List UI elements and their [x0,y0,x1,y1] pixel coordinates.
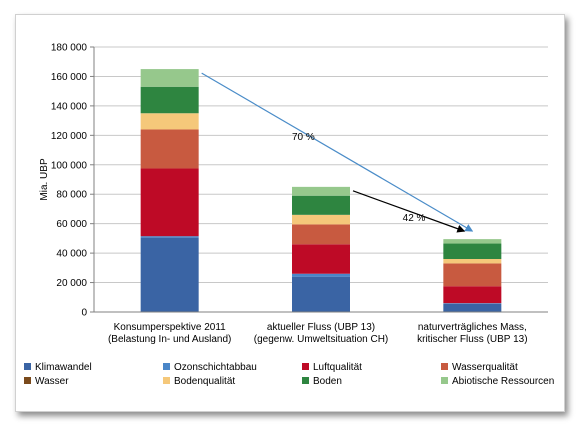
stacked-bar-chart: 0 20 000 40 000 60 000 80 000 100 000 120 000 1… [24,43,554,387]
legend-label: Wasserqualität [452,362,518,373]
bar-segment [443,303,502,312]
bar-segment [292,186,350,196]
bar-segment [292,224,350,245]
bar-segment [292,244,350,274]
bar-segment [140,168,199,237]
chart-frame: 0 20 000 40 000 60 000 80 000 100 000 120 000 1… [15,14,565,412]
annotations: 70 % 42 % [201,72,474,233]
legend-label: Klimawandel [35,362,92,373]
legend-label: Abiotische Ressourcen [452,376,554,387]
legend-swatch [441,377,448,384]
legend-swatch [302,377,309,384]
bar-segment [292,276,350,312]
y-tick-label: 100 000 [51,160,88,171]
legend-label: Boden [313,376,342,387]
bar-segment [292,214,350,225]
y-tick-label: 0 [81,308,87,319]
bar-segment [140,113,199,130]
bar-segment [292,195,350,215]
legend-swatch [441,363,448,370]
legend-label: Luftqualität [313,362,362,373]
legend-swatch [163,377,170,384]
bar-segment [140,237,199,312]
legend-label: Bodenqualität [174,376,235,387]
bar-segment [140,236,199,238]
legend-swatch [24,363,31,370]
legend: Klimawandel Ozonschichtabbau Luftqualität W… [24,362,554,387]
x-category-label: aktueller Fluss (UBP 13) (gegenw. Umwelts… [254,322,389,345]
bar-segment [443,286,502,304]
bar-segment [140,129,199,169]
annotation-arrow [201,72,474,232]
bar-segment [443,303,502,304]
bar-segment [443,259,502,264]
annotation-label: 70 % [292,132,315,143]
y-tick-label: 180 000 [51,43,88,54]
y-tick-label: 20 000 [56,278,87,289]
axes: 0 20 000 40 000 60 000 80 000 100 000 120 000 1… [39,43,548,345]
legend-swatch [163,363,170,370]
bar-segment [140,69,199,87]
x-category-label: naturverträgliches Mass, kritischer Fluss… [417,322,527,345]
bar-segment [443,239,502,244]
bar-segment [292,273,350,277]
legend-swatch [24,377,31,384]
legend-swatch [302,363,309,370]
bar-segment [140,86,199,114]
legend-label: Ozonschichtabbau [174,362,257,373]
y-axis-label: Mia. UBP [39,158,50,201]
y-tick-label: 60 000 [56,219,87,230]
annotation-label: 42 % [403,213,426,224]
y-tick-label: 40 000 [56,249,87,260]
bar-segment [443,263,502,287]
x-category-label: Konsumperspektive 2011 (Belastung In- und… [108,322,231,345]
bar-segment [443,243,502,259]
y-tick-label: 120 000 [51,131,88,142]
bars [140,69,502,312]
annotation-arrow [352,190,466,233]
y-tick-label: 80 000 [56,190,87,201]
legend-label: Wasser [35,376,69,387]
y-tick-label: 140 000 [51,101,88,112]
y-tick-label: 160 000 [51,72,88,83]
